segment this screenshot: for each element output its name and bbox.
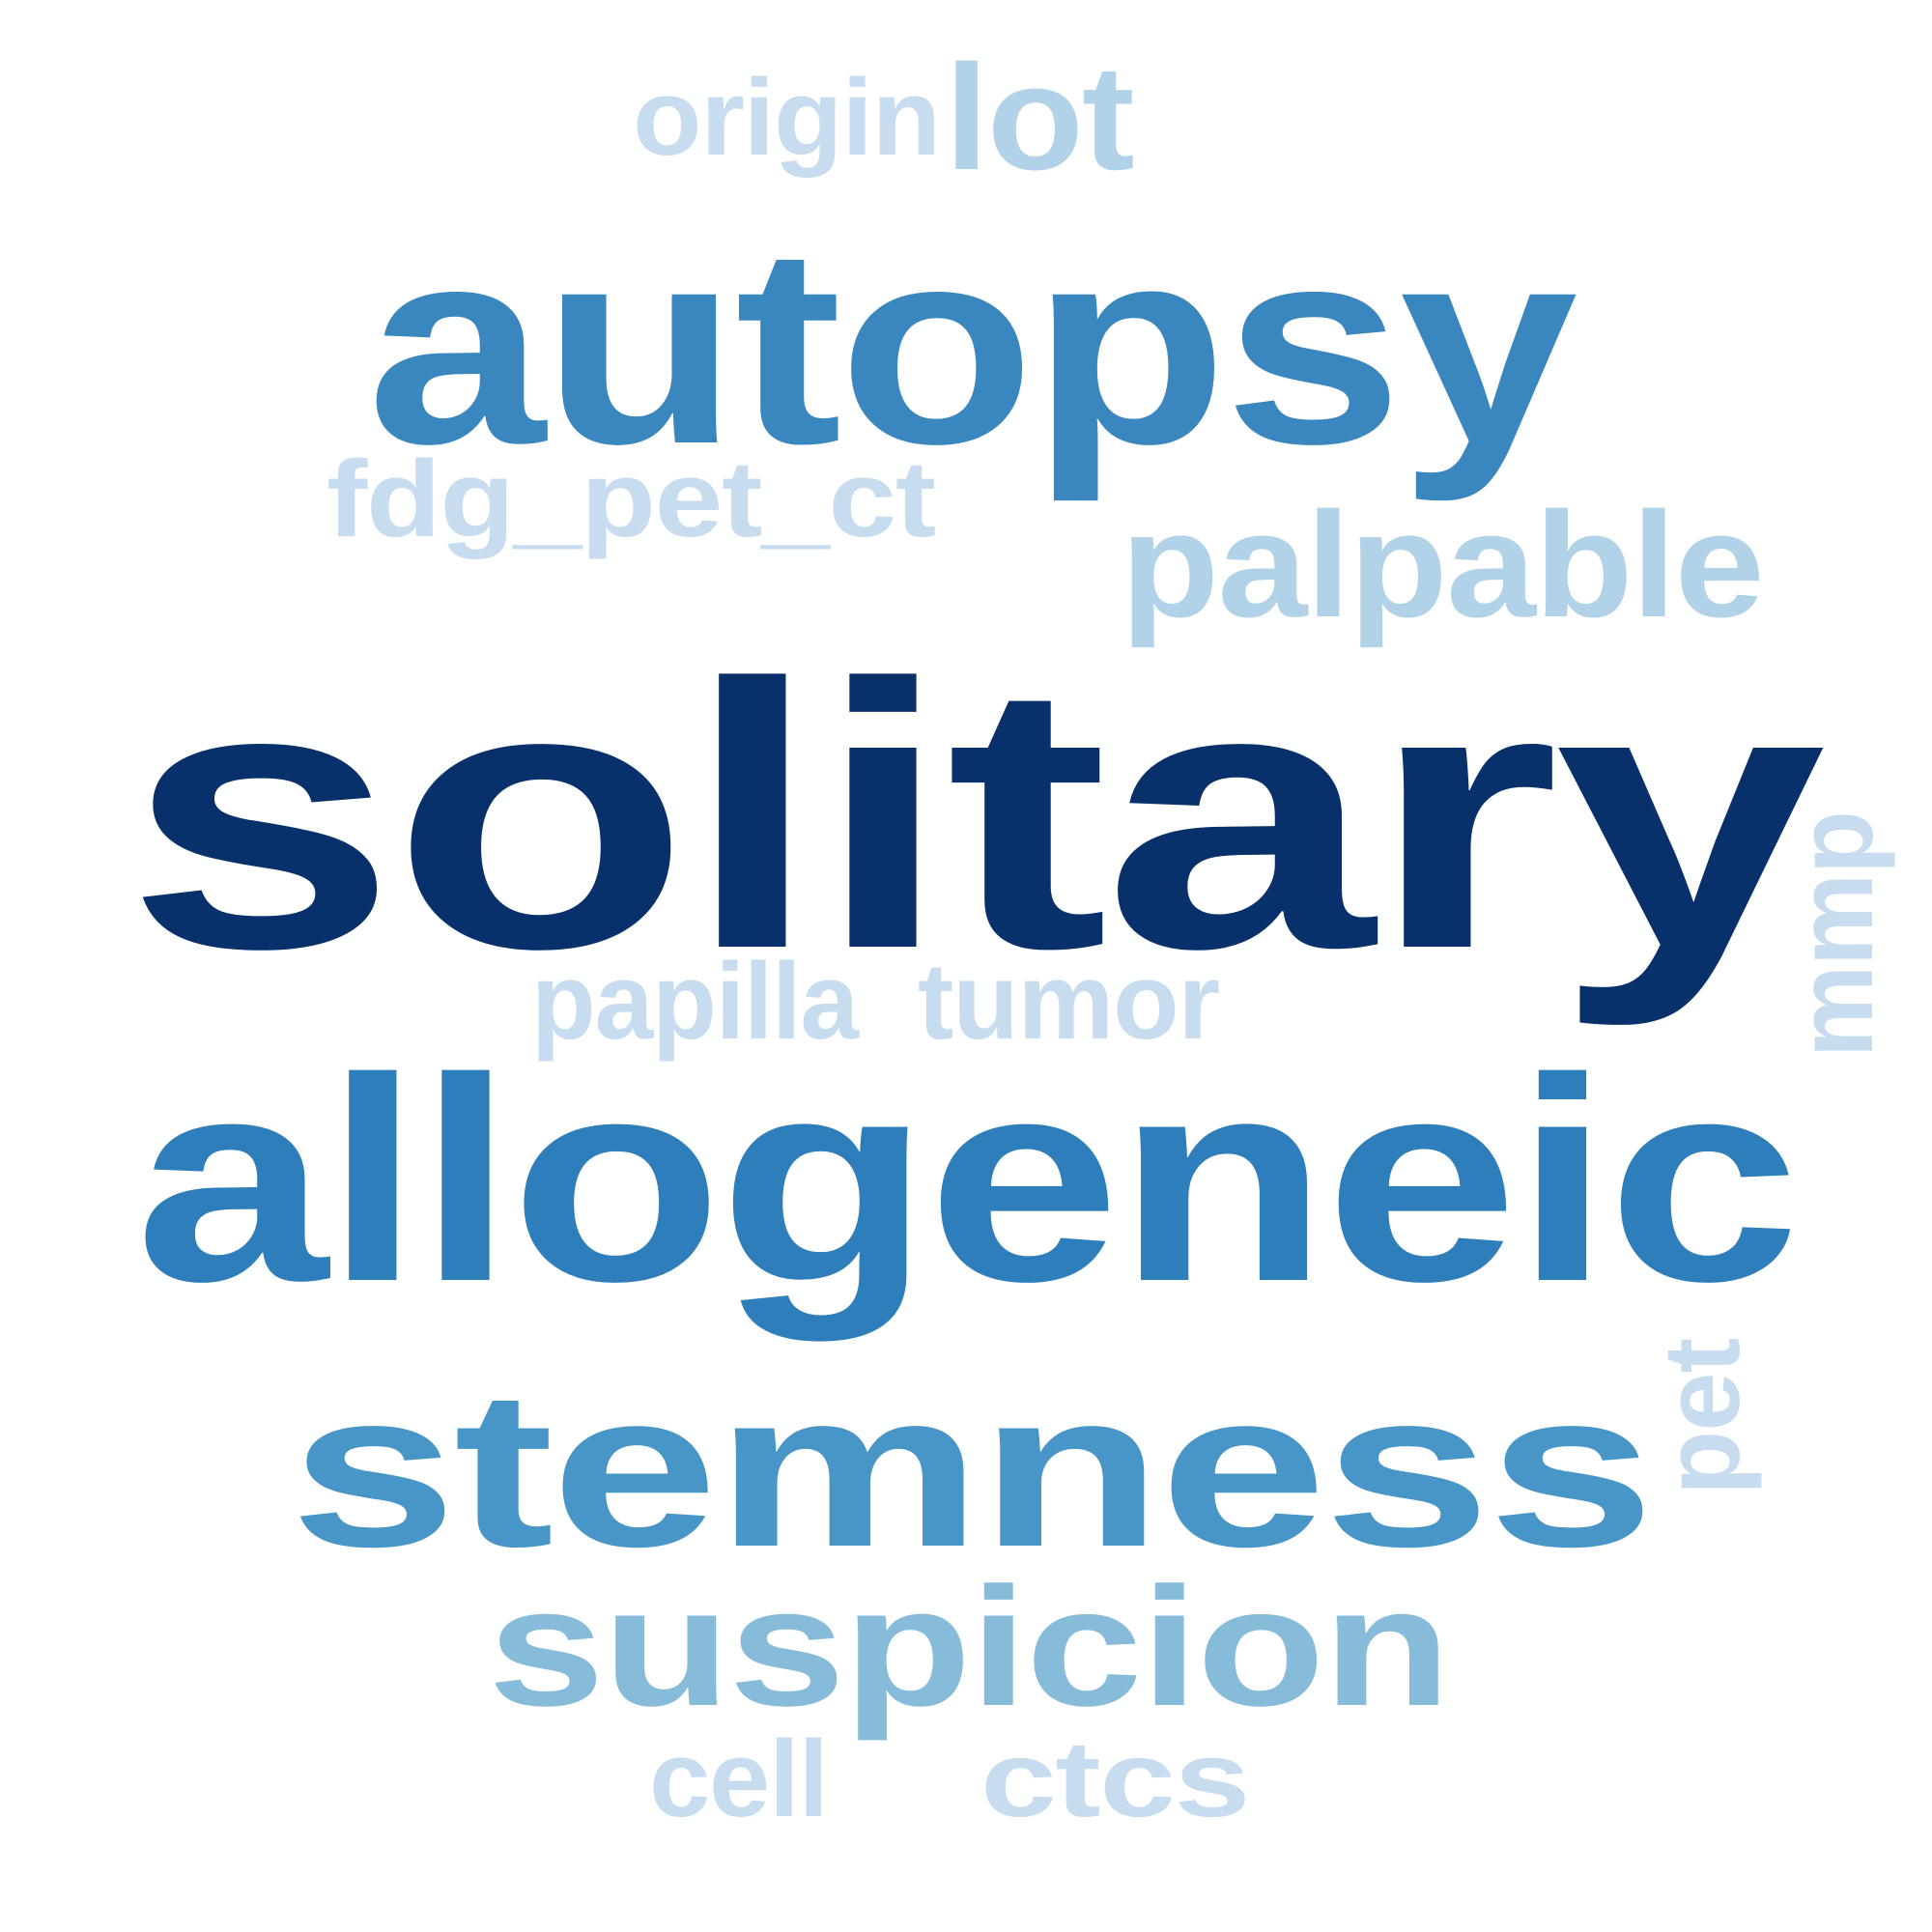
word-ctcs: ctcs xyxy=(980,1719,1249,1839)
word-pet: pet xyxy=(1641,1339,1762,1495)
word-lot: lot xyxy=(945,34,1133,201)
word-cell: cell xyxy=(649,1719,828,1839)
word-stemness: stemness xyxy=(290,1345,1652,1593)
word-mmp: mmp xyxy=(1775,811,1895,1058)
word-origin: origin xyxy=(633,57,940,178)
word-suspicion: suspicion xyxy=(488,1553,1449,1742)
word-papilla: papilla xyxy=(531,941,860,1062)
word-autopsy: autopsy xyxy=(367,189,1579,503)
word-tumor: tumor xyxy=(918,941,1219,1062)
word-palpable: palpable xyxy=(1121,481,1763,648)
word-fdg-pet-ct: fdg_pet_ct xyxy=(327,439,935,559)
word-solitary: solitary xyxy=(126,606,1829,1029)
word-allogeneic: allogeneic xyxy=(135,1017,1797,1344)
